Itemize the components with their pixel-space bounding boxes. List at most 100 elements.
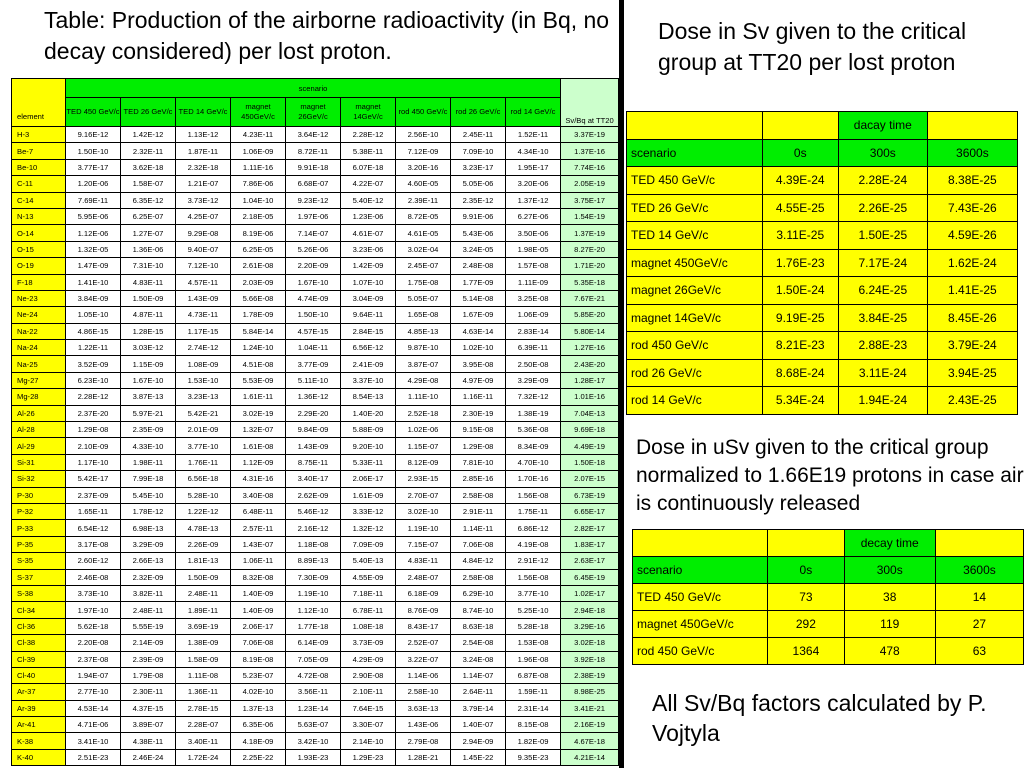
table-cell: 1.93E-23 [285, 748, 341, 767]
table-cell: 7.12E-09 [395, 142, 451, 160]
table-cell: 2.39E-09 [120, 650, 176, 668]
table-row: Ar-37 2.77E-10 2.30E-11 1.36E-11 4.02E-10 3.5… [11, 683, 620, 701]
table-cell: 2.35E-09 [120, 421, 176, 439]
factor-cell: 3.75E-17 [560, 191, 620, 209]
table-cell: 4.02E-10 [230, 683, 286, 701]
table-cell: 2.93E-15 [395, 470, 451, 488]
table-cell: 6.14E-09 [285, 634, 341, 652]
value-cell: 73 [767, 583, 845, 611]
table-cell: 5.26E-06 [285, 240, 341, 259]
table-cell: 7.09E-10 [450, 142, 506, 160]
table-cell: 1.12E-10 [285, 601, 341, 619]
table-cell: 6.56E-18 [175, 470, 231, 488]
table-cell: 8.74E-10 [450, 601, 506, 619]
table-cell: 1.06E-09 [504, 306, 562, 324]
table-cell: 1.12E-09 [230, 453, 286, 472]
column-header: 0s [767, 556, 845, 584]
decay-time-row: dacay time [626, 111, 1019, 140]
table-row: K-40 2.51E-23 2.46E-24 1.72E-24 2.25E-22 1.93… [11, 748, 620, 767]
table-cell: 3.37E-10 [340, 371, 396, 390]
factor-cell: 7.67E-21 [560, 289, 620, 308]
table-row: rod 450 GeV/c 8.21E-23 2.88E-23 3.79E-24 [626, 331, 1019, 360]
table-row: S-37 2.46E-08 2.32E-09 1.50E-09 8.32E-08 7.30… [11, 568, 620, 586]
table-cell: 7.86E-06 [230, 175, 286, 193]
table-cell: 5.36E-08 [504, 421, 562, 439]
table-cell: 4.71E-06 [65, 716, 121, 734]
table-cell: 1.45E-22 [450, 748, 506, 767]
element-cell: Na-24 [11, 339, 66, 357]
table-cell: 2.37E-08 [65, 650, 121, 668]
factor-cell: 7.74E-16 [560, 158, 620, 177]
table-cell: 5.11E-10 [285, 371, 341, 390]
table-cell: 1.28E-15 [120, 322, 176, 341]
blank-cell [626, 111, 763, 140]
table-row: K-38 3.41E-10 4.38E-11 3.40E-11 4.18E-09 3.42… [11, 732, 620, 750]
table-cell: 5.05E-06 [450, 175, 506, 193]
table-cell: 1.77E-09 [450, 273, 506, 291]
value-cell: 14 [934, 583, 1024, 611]
table-cell: 1.08E-18 [340, 617, 396, 636]
table-cell: 1.57E-08 [504, 257, 562, 275]
value-cell: 38 [843, 583, 936, 611]
table-cell: 8.72E-11 [285, 142, 341, 160]
table-cell: 3.03E-12 [120, 339, 176, 357]
table-cell: 2.91E-11 [450, 502, 506, 521]
table-cell: 2.91E-12 [504, 552, 562, 570]
table-cell: 2.48E-11 [175, 584, 231, 603]
element-cell: S-38 [11, 584, 66, 603]
table-cell: 4.72E-08 [285, 666, 341, 685]
table-cell: 2.85E-16 [450, 470, 506, 488]
table-cell: 3.40E-17 [285, 470, 341, 488]
table-cell: 4.70E-10 [504, 453, 562, 472]
table-cell: 3.02E-19 [230, 404, 286, 423]
table-cell: 3.41E-10 [65, 732, 121, 750]
table-cell: 2.32E-11 [120, 142, 176, 160]
table-cell: 5.14E-08 [450, 289, 506, 308]
dose-per-proton-title: Dose in Sv given to the critical group a… [658, 18, 967, 75]
table-cell: 1.78E-12 [120, 502, 176, 521]
table-row: Mg-27 6.23E-10 1.67E-10 1.53E-10 5.53E-09 5.1… [11, 371, 620, 390]
element-cell: K-38 [11, 732, 66, 750]
table-cell: 3.82E-11 [120, 584, 176, 603]
element-cell: P-32 [11, 502, 66, 521]
table-cell: 1.97E-10 [65, 601, 121, 619]
table-cell: 3.20E-06 [504, 175, 562, 193]
table-cell: 1.61E-09 [340, 486, 396, 504]
table-row: P-33 6.54E-12 6.98E-13 4.78E-13 2.57E-11 2.16… [11, 519, 620, 537]
table-cell: 3.79E-14 [450, 699, 506, 718]
table-cell: 1.23E-06 [340, 207, 396, 226]
factor-cell: 2.43E-20 [560, 355, 620, 373]
table-cell: 3.23E-06 [340, 240, 396, 259]
table-cell: 2.56E-10 [395, 125, 451, 144]
table-cell: 3.84E-09 [65, 289, 121, 308]
table-cell: 7.15E-07 [395, 535, 451, 554]
factor-cell: 6.73E-19 [560, 486, 620, 504]
table-row: C-11 1.20E-06 1.58E-07 1.21E-07 7.86E-06 6.68… [11, 175, 620, 193]
table-cell: 1.98E-11 [120, 453, 176, 472]
table-cell: 1.19E-10 [395, 519, 451, 537]
table-cell: 7.06E-08 [230, 634, 286, 652]
column-header: 300s [843, 556, 936, 584]
table-cell: 9.35E-23 [504, 748, 562, 767]
factor-cell: 3.29E-16 [560, 617, 620, 636]
factor-cell: 5.35E-18 [560, 273, 620, 291]
table-cell: 1.22E-11 [65, 339, 121, 357]
value-cell: 1.62E-24 [926, 248, 1019, 277]
table-cell: 1.40E-20 [340, 404, 396, 423]
table-cell: 4.55E-09 [340, 568, 396, 586]
table-row: Cl-38 2.20E-08 2.14E-09 1.38E-09 7.06E-08 6.1… [11, 634, 620, 652]
table-cell: 2.31E-14 [504, 699, 562, 718]
factor-cell: 5.80E-14 [560, 322, 620, 341]
table-cell: 3.77E-09 [285, 355, 341, 373]
table-cell: 3.33E-12 [340, 502, 396, 521]
table-cell: 7.81E-10 [450, 453, 506, 472]
table-cell: 3.69E-19 [175, 617, 231, 636]
table-cell: 6.29E-10 [450, 584, 506, 603]
table-cell: 2.52E-07 [395, 634, 451, 652]
table-cell: 7.69E-11 [65, 191, 121, 209]
table-cell: 3.77E-17 [65, 158, 121, 177]
table-cell: 4.29E-09 [340, 650, 396, 668]
table-cell: 3.56E-11 [285, 683, 341, 701]
table-cell: 1.94E-07 [65, 666, 121, 685]
table-cell: 3.22E-07 [395, 650, 451, 668]
